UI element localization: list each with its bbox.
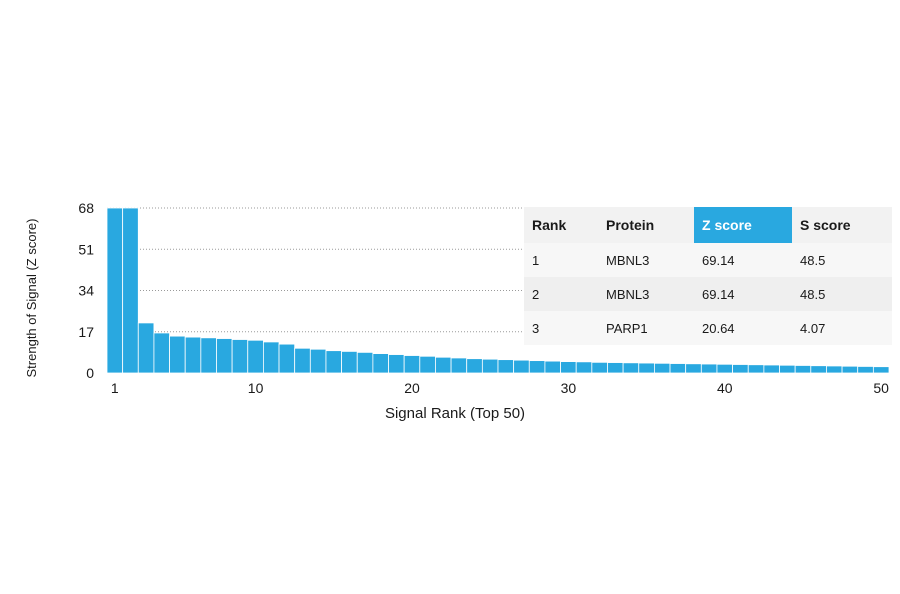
bar bbox=[216, 338, 233, 374]
table-header-row: Rank Protein Z score S score bbox=[524, 207, 892, 243]
protein-cell: MBNL3 bbox=[598, 243, 694, 277]
x-tick-label: 30 bbox=[561, 380, 577, 396]
bar bbox=[169, 335, 186, 374]
y-tick-label: 34 bbox=[78, 283, 94, 299]
bar bbox=[763, 364, 780, 374]
bar bbox=[810, 365, 827, 374]
bar bbox=[622, 362, 640, 374]
bar bbox=[325, 350, 342, 374]
x-tick-labels: 1 10 20 30 40 50 bbox=[111, 380, 889, 396]
x-tick-label: 1 bbox=[111, 380, 119, 396]
bar bbox=[231, 339, 249, 374]
y-tick-label: 17 bbox=[78, 324, 94, 340]
bar bbox=[122, 207, 139, 374]
bar bbox=[591, 361, 608, 374]
bar bbox=[747, 364, 765, 374]
bar bbox=[278, 343, 296, 374]
y-tick-label: 51 bbox=[78, 241, 94, 257]
bar bbox=[481, 358, 499, 374]
bar bbox=[450, 357, 468, 374]
bar bbox=[372, 353, 389, 374]
bar-layer bbox=[106, 207, 890, 374]
bar bbox=[575, 361, 593, 374]
bar bbox=[607, 362, 624, 374]
bar bbox=[669, 363, 687, 374]
y-tick-label: 0 bbox=[86, 365, 94, 381]
rank-cell: 2 bbox=[524, 277, 598, 311]
bar bbox=[872, 366, 890, 374]
rank-table: Rank Protein Z score S score 1 MBNL3 69.… bbox=[524, 207, 892, 345]
bar bbox=[419, 355, 436, 374]
s-score-cell: 48.5 bbox=[792, 277, 892, 311]
bar bbox=[560, 361, 577, 374]
z-score-cell: 69.14 bbox=[694, 277, 792, 311]
z-score-cell: 20.64 bbox=[694, 311, 792, 345]
bar bbox=[857, 366, 874, 374]
bar bbox=[262, 341, 280, 374]
rank-cell: 1 bbox=[524, 243, 598, 277]
y-tick-labels: 0 17 34 51 68 bbox=[78, 200, 94, 381]
bar bbox=[200, 337, 217, 374]
s-score-cell: 48.5 bbox=[792, 243, 892, 277]
bar bbox=[513, 359, 530, 374]
bar bbox=[544, 360, 561, 374]
column-header-z-score: Z score bbox=[694, 207, 792, 243]
bar bbox=[732, 364, 749, 374]
y-tick-label: 68 bbox=[78, 200, 94, 216]
bar bbox=[794, 365, 812, 374]
y-axis-label: Strength of Signal (Z score) bbox=[24, 219, 39, 378]
x-axis-label: Signal Rank (Top 50) bbox=[385, 405, 525, 422]
rank-cell: 3 bbox=[524, 311, 598, 345]
bar bbox=[153, 332, 170, 374]
bar bbox=[841, 365, 859, 374]
bar bbox=[435, 356, 452, 374]
bar bbox=[247, 339, 264, 374]
bar bbox=[466, 358, 483, 374]
x-tick-label: 50 bbox=[873, 380, 889, 396]
table-row: 3 PARP1 20.64 4.07 bbox=[524, 311, 892, 345]
table-row: 1 MBNL3 69.14 48.5 bbox=[524, 243, 892, 277]
x-tick-label: 10 bbox=[248, 380, 264, 396]
bar bbox=[309, 348, 327, 374]
bar bbox=[685, 363, 702, 374]
protein-cell: MBNL3 bbox=[598, 277, 694, 311]
bar bbox=[341, 351, 358, 374]
bar bbox=[497, 359, 515, 374]
x-tick-label: 40 bbox=[717, 380, 733, 396]
bar bbox=[638, 362, 655, 374]
bar bbox=[654, 362, 671, 374]
bar bbox=[826, 365, 843, 374]
column-header-s-score: S score bbox=[792, 207, 892, 243]
table-row: 2 MBNL3 69.14 48.5 bbox=[524, 277, 892, 311]
x-tick-label: 20 bbox=[404, 380, 420, 396]
bar bbox=[716, 363, 734, 374]
bar bbox=[106, 207, 124, 374]
bar bbox=[528, 360, 546, 374]
z-score-cell: 69.14 bbox=[694, 243, 792, 277]
column-header-rank: Rank bbox=[524, 207, 598, 243]
bar bbox=[700, 363, 718, 374]
bar bbox=[388, 354, 405, 374]
bar bbox=[184, 336, 202, 374]
bar bbox=[137, 322, 155, 374]
bar bbox=[356, 351, 374, 374]
bar bbox=[779, 364, 796, 374]
s-score-cell: 4.07 bbox=[792, 311, 892, 345]
bar bbox=[403, 355, 421, 374]
bar bbox=[294, 347, 311, 374]
column-header-protein: Protein bbox=[598, 207, 694, 243]
protein-cell: PARP1 bbox=[598, 311, 694, 345]
